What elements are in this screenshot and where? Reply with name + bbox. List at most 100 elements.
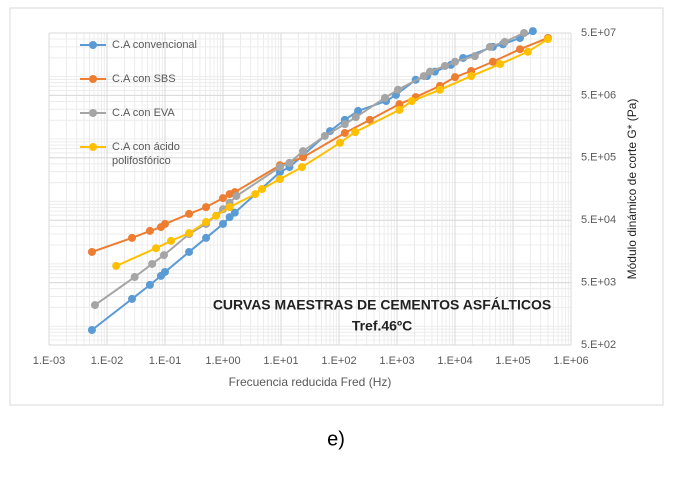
data-point bbox=[435, 85, 444, 94]
y-tick-label: 5.E+06 bbox=[581, 89, 616, 101]
legend-label: C.A con ácido polifosfórico bbox=[112, 141, 180, 167]
data-point bbox=[219, 194, 227, 203]
data-point bbox=[496, 60, 505, 69]
caption: e) bbox=[327, 428, 345, 450]
data-point bbox=[87, 247, 96, 256]
annotation: Tref.46ºC bbox=[352, 318, 412, 334]
data-point bbox=[230, 208, 239, 217]
legend-swatch bbox=[80, 41, 106, 49]
data-point bbox=[112, 261, 121, 270]
data-point bbox=[425, 67, 434, 76]
data-point bbox=[257, 185, 266, 194]
data-point bbox=[354, 106, 363, 115]
data-point bbox=[440, 61, 449, 70]
data-point bbox=[128, 294, 137, 303]
data-point bbox=[299, 153, 308, 162]
data-point bbox=[128, 233, 137, 242]
data-point bbox=[520, 29, 529, 37]
x-tick-label: 1.E-02 bbox=[91, 355, 123, 367]
data-point bbox=[419, 72, 428, 81]
data-point bbox=[202, 203, 211, 212]
legend: C.A convencional C.A con SBS C.A con EVA C.… bbox=[78, 38, 218, 188]
data-point bbox=[202, 218, 211, 227]
data-point bbox=[225, 213, 234, 222]
data-point bbox=[488, 57, 497, 66]
x-axis-title: Frecuencia reducida Fred (Hz) bbox=[229, 375, 392, 389]
legend-marker bbox=[89, 143, 97, 151]
data-point bbox=[395, 105, 404, 114]
data-point bbox=[145, 280, 154, 289]
data-point bbox=[351, 128, 360, 137]
data-point bbox=[285, 158, 294, 167]
x-tick-label: 1.E+01 bbox=[263, 355, 298, 367]
data-point bbox=[275, 175, 284, 184]
data-point bbox=[299, 147, 308, 156]
data-point bbox=[185, 247, 194, 256]
data-point bbox=[523, 47, 532, 56]
legend-item: C.A convencional bbox=[78, 38, 218, 52]
data-point bbox=[500, 37, 509, 46]
y-axis-title: Módulo dinámico de corte G* (Pa) bbox=[625, 99, 639, 280]
data-point bbox=[185, 229, 194, 238]
data-point bbox=[320, 131, 329, 140]
x-tick-label: 1.E+04 bbox=[437, 355, 472, 367]
legend-item: C.A con ácido polifosfórico bbox=[78, 140, 218, 168]
x-tick-label: 1.E+05 bbox=[495, 355, 530, 367]
data-point bbox=[340, 120, 349, 129]
legend-swatch bbox=[80, 109, 106, 117]
data-point bbox=[528, 27, 537, 36]
data-point bbox=[90, 301, 99, 310]
data-point bbox=[161, 267, 169, 276]
data-point bbox=[87, 325, 96, 334]
y-tick-label: 5.E+07 bbox=[581, 27, 616, 39]
data-point bbox=[335, 138, 344, 147]
data-point bbox=[340, 128, 349, 137]
data-point bbox=[251, 190, 260, 199]
legend-item: C.A con SBS bbox=[78, 72, 218, 86]
x-tick-label: 1.E+06 bbox=[553, 355, 588, 367]
y-tick-label: 5.E+05 bbox=[581, 152, 616, 164]
data-point bbox=[212, 211, 221, 220]
legend-swatch bbox=[80, 75, 106, 83]
data-point bbox=[167, 236, 176, 245]
data-point bbox=[219, 219, 227, 228]
legend-marker bbox=[89, 109, 97, 117]
data-point bbox=[351, 113, 360, 122]
data-point bbox=[395, 100, 404, 109]
data-point bbox=[202, 233, 211, 242]
data-point bbox=[145, 226, 154, 235]
x-tick-label: 1.E+02 bbox=[321, 355, 356, 367]
y-tick-label: 5.E+02 bbox=[581, 339, 616, 351]
legend-swatch bbox=[80, 143, 106, 151]
data-point bbox=[470, 52, 479, 61]
data-point bbox=[275, 163, 284, 172]
data-point bbox=[407, 97, 416, 106]
data-point bbox=[148, 259, 157, 268]
data-point bbox=[380, 93, 389, 102]
data-point bbox=[185, 209, 194, 218]
x-tick-label: 1.E+03 bbox=[379, 355, 414, 367]
x-tick-label: 1.E-01 bbox=[149, 355, 181, 367]
data-point bbox=[467, 72, 476, 81]
data-point bbox=[451, 57, 459, 66]
data-point bbox=[232, 192, 241, 201]
data-point bbox=[130, 272, 139, 281]
data-point bbox=[543, 35, 552, 44]
data-point bbox=[297, 163, 306, 172]
data-point bbox=[393, 85, 402, 94]
y-tick-label: 5.E+03 bbox=[581, 277, 616, 289]
x-tick-label: 1.E-03 bbox=[33, 355, 65, 367]
legend-label: C.A convencional bbox=[112, 39, 197, 51]
data-point bbox=[365, 115, 374, 124]
x-tick-label: 1.E+00 bbox=[205, 355, 240, 367]
data-point bbox=[161, 219, 169, 228]
y-tick-label: 5.E+04 bbox=[581, 214, 616, 226]
data-point bbox=[152, 244, 161, 253]
legend-marker bbox=[89, 75, 97, 83]
legend-label: C.A con SBS bbox=[112, 73, 176, 85]
data-point bbox=[451, 73, 459, 82]
annotation: CURVAS MAESTRAS DE CEMENTOS ASFÁLTICOS bbox=[213, 297, 551, 313]
legend-label: C.A con EVA bbox=[112, 107, 175, 119]
